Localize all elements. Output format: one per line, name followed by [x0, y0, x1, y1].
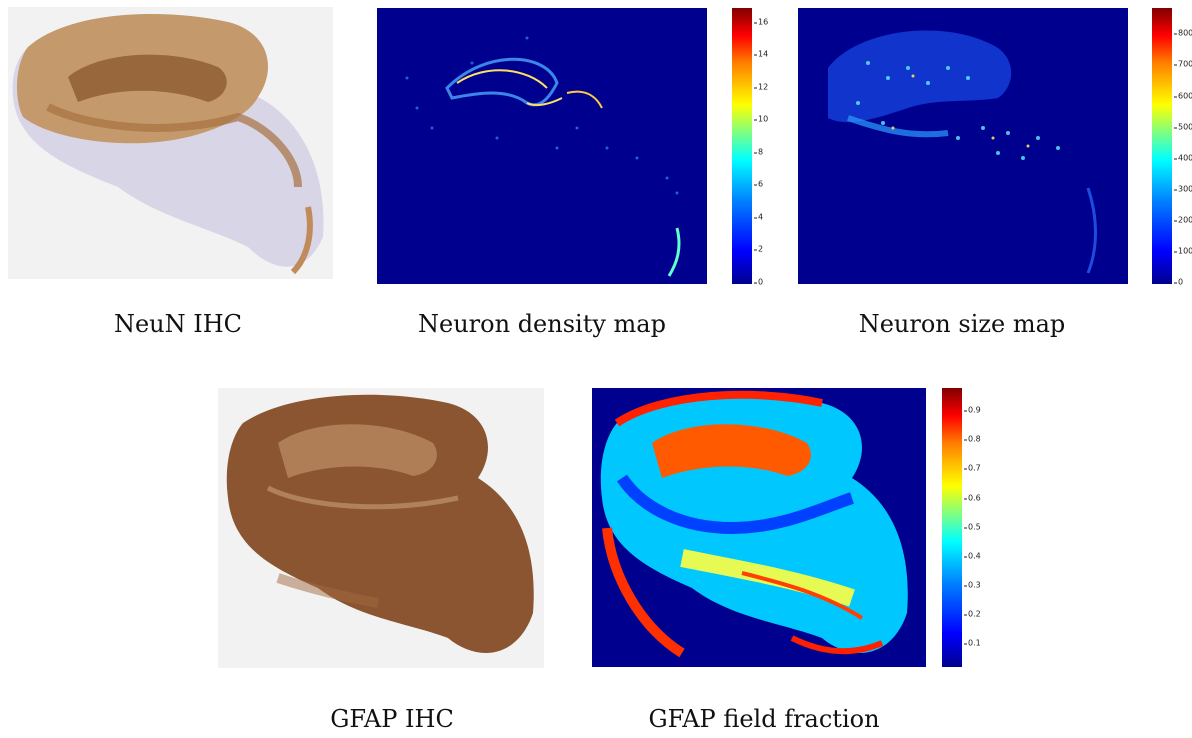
colorbar-tick: 700 [1173, 59, 1192, 69]
colorbar-tick: 500 [1173, 122, 1192, 132]
neuron-density-caption: Neuron density map [418, 310, 666, 338]
colorbar-tick: 100 [1173, 246, 1192, 256]
colorbar-tick: 16 [753, 17, 769, 27]
gfap-ihc-image [218, 388, 544, 668]
colorbar-tick: 4 [753, 212, 764, 222]
colorbar-tick: 14 [753, 49, 769, 59]
colorbar-tick: 400 [1173, 153, 1192, 163]
colorbar-tick: 0 [753, 277, 764, 287]
colorbar-tick: 0.5 [964, 522, 981, 532]
colorbar-tick: 2 [753, 244, 764, 254]
gfap-field-fraction-colorbar [942, 388, 962, 667]
colorbar-tick: 0.7 [964, 463, 981, 473]
colorbar-tick: 200 [1173, 215, 1192, 225]
colorbar-tick: 0.1 [964, 638, 981, 648]
gfap-field-fraction-caption: GFAP field fraction [648, 705, 880, 733]
colorbar-tick: 6 [753, 179, 764, 189]
neuron-density-map [377, 8, 707, 284]
colorbar-tick: 800 [1173, 28, 1192, 38]
colorbar-tick: 8 [753, 147, 764, 157]
colorbar-tick: 12 [753, 82, 769, 92]
neuron-size-caption: Neuron size map [858, 310, 1066, 338]
colorbar-tick: 0 [1173, 277, 1184, 287]
neuron-density-colorbar [732, 8, 752, 284]
colorbar-tick: 0.2 [964, 609, 981, 619]
gfap-field-fraction-map [592, 388, 926, 667]
neuron-size-map [798, 8, 1128, 284]
gfap-ihc-caption: GFAP IHC [330, 705, 454, 733]
neun-ihc-image [8, 7, 333, 279]
colorbar-tick: 600 [1173, 91, 1192, 101]
colorbar-tick: 300 [1173, 184, 1192, 194]
neun-ihc-caption: NeuN IHC [113, 310, 243, 338]
neuron-size-colorbar [1152, 8, 1172, 284]
colorbar-tick: 0.6 [964, 493, 981, 503]
colorbar-tick: 0.4 [964, 551, 981, 561]
colorbar-tick: 10 [753, 114, 769, 124]
colorbar-tick: 0.3 [964, 580, 981, 590]
colorbar-tick: 0.8 [964, 434, 981, 444]
colorbar-tick: 0.9 [964, 405, 981, 415]
